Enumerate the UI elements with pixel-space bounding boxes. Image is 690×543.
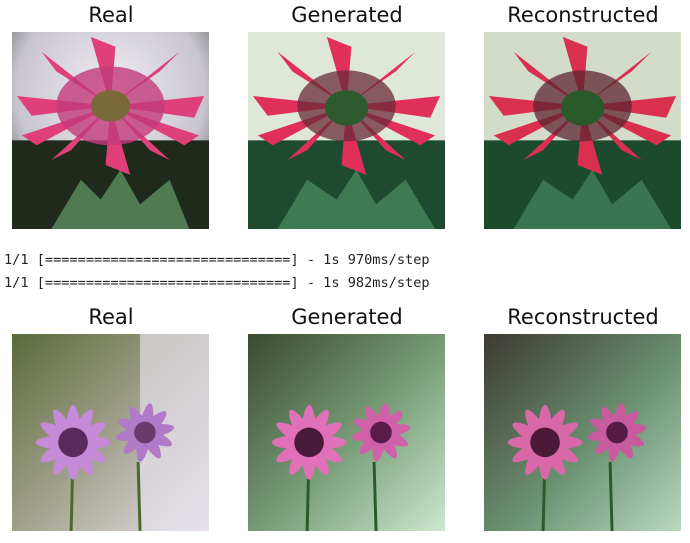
flower-photo-icon <box>248 334 445 531</box>
row1-title-real: Real <box>88 3 134 27</box>
log-line-1: 1/1 [==============================] - 1… <box>4 252 430 268</box>
row2-generated-image <box>248 334 445 531</box>
row2-title-real: Real <box>88 305 134 329</box>
flower-photo-icon <box>484 32 681 229</box>
row1-reconstructed-image <box>484 32 681 229</box>
flower-photo-icon <box>12 334 209 531</box>
row2-real-image <box>12 334 209 531</box>
row2-reconstructed-image <box>484 334 681 531</box>
row1-generated-image <box>248 32 445 229</box>
row1-real-image <box>12 32 209 229</box>
flower-photo-icon <box>484 334 681 531</box>
log-line-2: 1/1 [==============================] - 1… <box>4 275 430 291</box>
flower-photo-icon <box>12 32 209 229</box>
flower-photo-icon <box>248 32 445 229</box>
row2-title-reconstructed: Reconstructed <box>507 305 659 329</box>
row2-title-generated: Generated <box>291 305 403 329</box>
row1-title-reconstructed: Reconstructed <box>507 3 659 27</box>
row1-title-generated: Generated <box>291 3 403 27</box>
